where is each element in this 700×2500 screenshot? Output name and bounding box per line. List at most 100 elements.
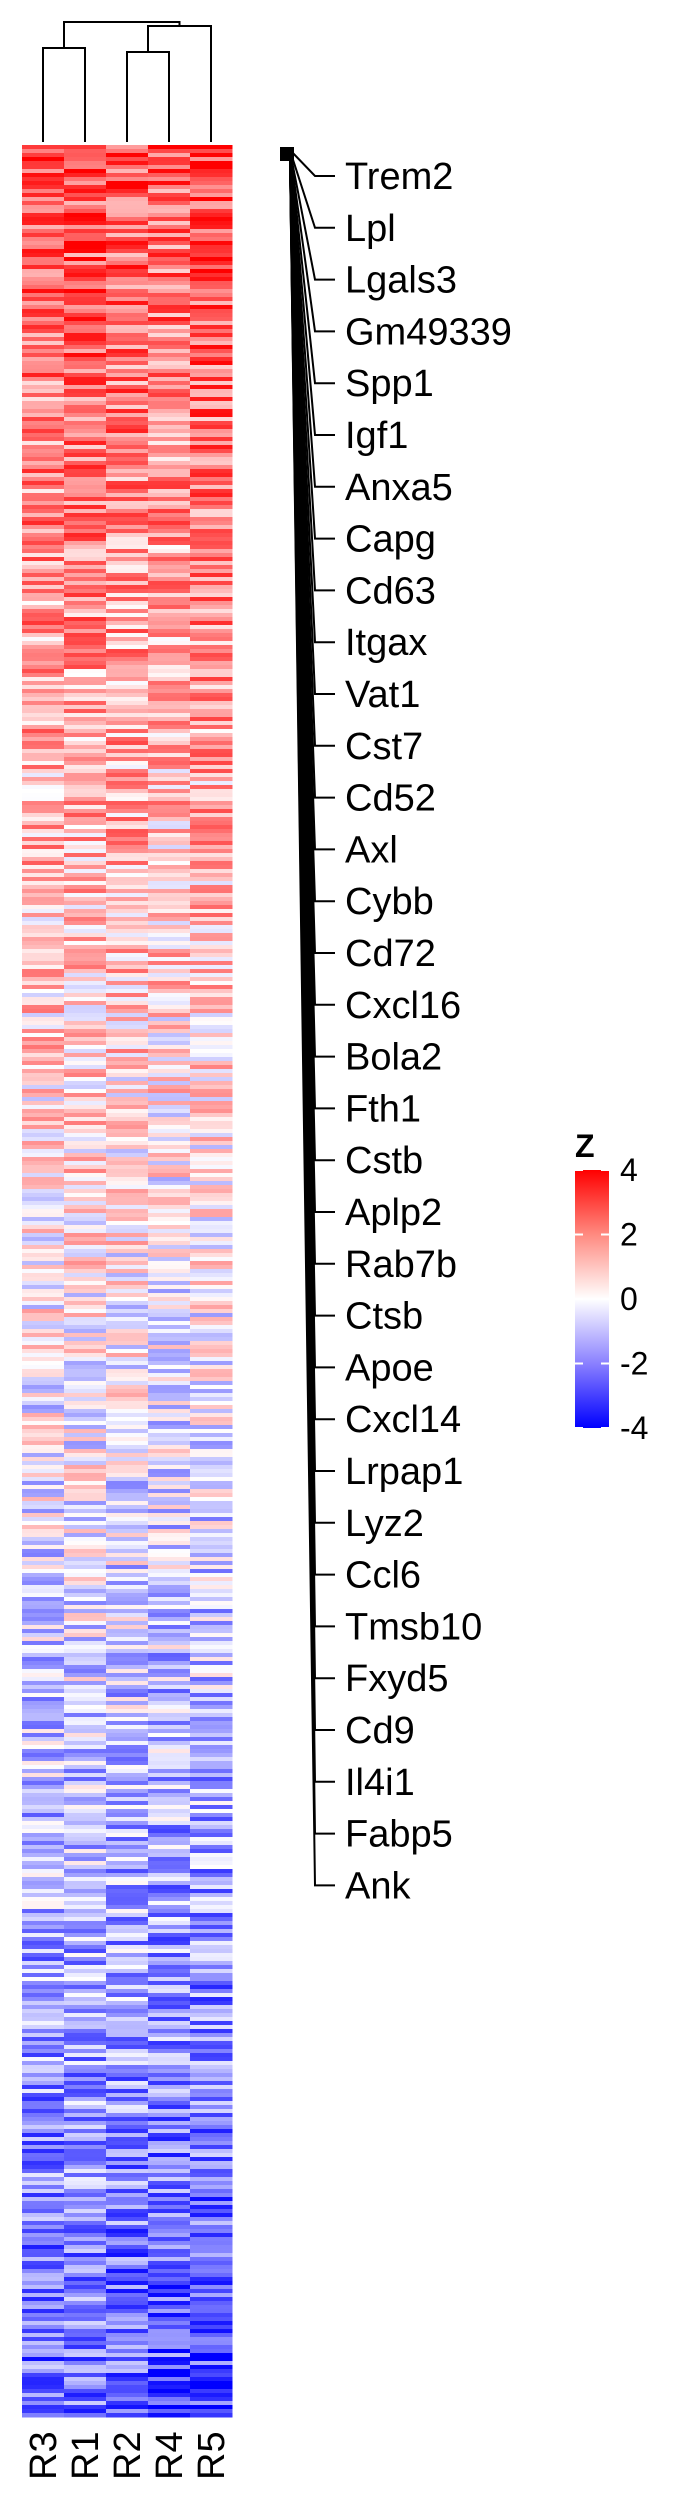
heatmap-cell [106, 1177, 149, 1182]
heatmap-cell [22, 161, 65, 166]
heatmap-cell [64, 341, 107, 346]
heatmap-cell [22, 437, 65, 442]
heatmap-cell [190, 737, 233, 742]
heatmap-cell [64, 2265, 107, 2270]
heatmap-cell [148, 2317, 191, 2322]
heatmap-cell [148, 1141, 191, 1146]
heatmap-cell [106, 1309, 149, 1314]
heatmap-cell [22, 297, 65, 302]
heatmap-cell [148, 921, 191, 926]
heatmap-cell [64, 1713, 107, 1718]
heatmap-cell [148, 1509, 191, 1514]
heatmap-cell [22, 1397, 65, 1402]
heatmap-cell [22, 1077, 65, 1082]
heatmap-cell [64, 2409, 107, 2414]
heatmap-cell [22, 821, 65, 826]
heatmap-cell [22, 1921, 65, 1926]
heatmap-cell [106, 793, 149, 798]
heatmap-cell [148, 1209, 191, 1214]
heatmap-cell [190, 1377, 233, 1382]
heatmap-cell [64, 1349, 107, 1354]
heatmap-cell [190, 733, 233, 738]
heatmap-cell [106, 933, 149, 938]
heatmap-cell [190, 2081, 233, 2086]
heatmap-cell [106, 2073, 149, 2078]
heatmap-cell [106, 485, 149, 490]
heatmap-cell [22, 1169, 65, 1174]
heatmap-cell [22, 2197, 65, 2202]
heatmap-cell [148, 977, 191, 982]
heatmap-cell [148, 1609, 191, 1614]
heatmap-cell [22, 1041, 65, 1046]
heatmap-cell [106, 2029, 149, 2034]
heatmap-cell [22, 905, 65, 910]
heatmap-cell [190, 1249, 233, 1254]
heatmap-cell [148, 2145, 191, 2150]
heatmap-cell [148, 1745, 191, 1750]
heatmap-cell [190, 885, 233, 890]
heatmap-cell [106, 1541, 149, 1546]
heatmap-cell [106, 665, 149, 670]
heatmap-cell [190, 2009, 233, 2014]
heatmap-cell [148, 1213, 191, 1218]
heatmap-cell [148, 497, 191, 502]
heatmap-cell [148, 1437, 191, 1442]
heatmap-cell [190, 285, 233, 290]
heatmap-cell [64, 2045, 107, 2050]
heatmap-cell [22, 1161, 65, 1166]
heatmap-cell [64, 1869, 107, 1874]
heatmap-cell [148, 1921, 191, 1926]
heatmap-cell [106, 2025, 149, 2030]
legend-tick-label: -2 [620, 1346, 648, 1382]
heatmap-cell [106, 993, 149, 998]
heatmap-cell [22, 525, 65, 530]
heatmap-cell [106, 885, 149, 890]
heatmap-cell [190, 1861, 233, 1866]
heatmap-cell [22, 1113, 65, 1118]
heatmap-cell [190, 373, 233, 378]
heatmap-cell [148, 1025, 191, 1030]
heatmap-cell [64, 1821, 107, 1826]
heatmap-cell [106, 2321, 149, 2326]
heatmap-cell [22, 613, 65, 618]
heatmap-cell [64, 1621, 107, 1626]
heatmap-cell [148, 2353, 191, 2358]
heatmap-cell [148, 789, 191, 794]
heatmap-cell [106, 1057, 149, 1062]
heatmap-cell [64, 409, 107, 414]
heatmap-cell [106, 2021, 149, 2026]
heatmap-cell [64, 893, 107, 898]
heatmap-cell [22, 2157, 65, 2162]
heatmap-cell [190, 1661, 233, 1666]
heatmap-cell [148, 2345, 191, 2350]
heatmap-cell [190, 1597, 233, 1602]
heatmap-cell [106, 1001, 149, 1006]
heatmap-cell [64, 1697, 107, 1702]
heatmap-cell [148, 717, 191, 722]
heatmap-cell [190, 1385, 233, 1390]
heatmap-cell [190, 1705, 233, 1710]
heatmap-cell [190, 389, 233, 394]
heatmap-cell [190, 1781, 233, 1786]
heatmap-cell [190, 233, 233, 238]
heatmap-cell [22, 1269, 65, 1274]
heatmap-cell [190, 533, 233, 538]
heatmap-cell [106, 569, 149, 574]
heatmap-cell [22, 597, 65, 602]
heatmap-cell [148, 285, 191, 290]
heatmap-cell [190, 1197, 233, 1202]
heatmap-cell [64, 1329, 107, 1334]
heatmap-cell [22, 1689, 65, 1694]
heatmap-cell [148, 625, 191, 630]
heatmap-cell [190, 425, 233, 430]
heatmap-cell [64, 641, 107, 646]
heatmap-cell [22, 1577, 65, 1582]
heatmap-cell [22, 705, 65, 710]
heatmap-cell [22, 1841, 65, 1846]
heatmap-cell [148, 849, 191, 854]
heatmap-cell [22, 441, 65, 446]
heatmap-cell [64, 553, 107, 558]
heatmap-cell [106, 1245, 149, 1250]
heatmap-cell [190, 421, 233, 426]
heatmap-cell [64, 1885, 107, 1890]
